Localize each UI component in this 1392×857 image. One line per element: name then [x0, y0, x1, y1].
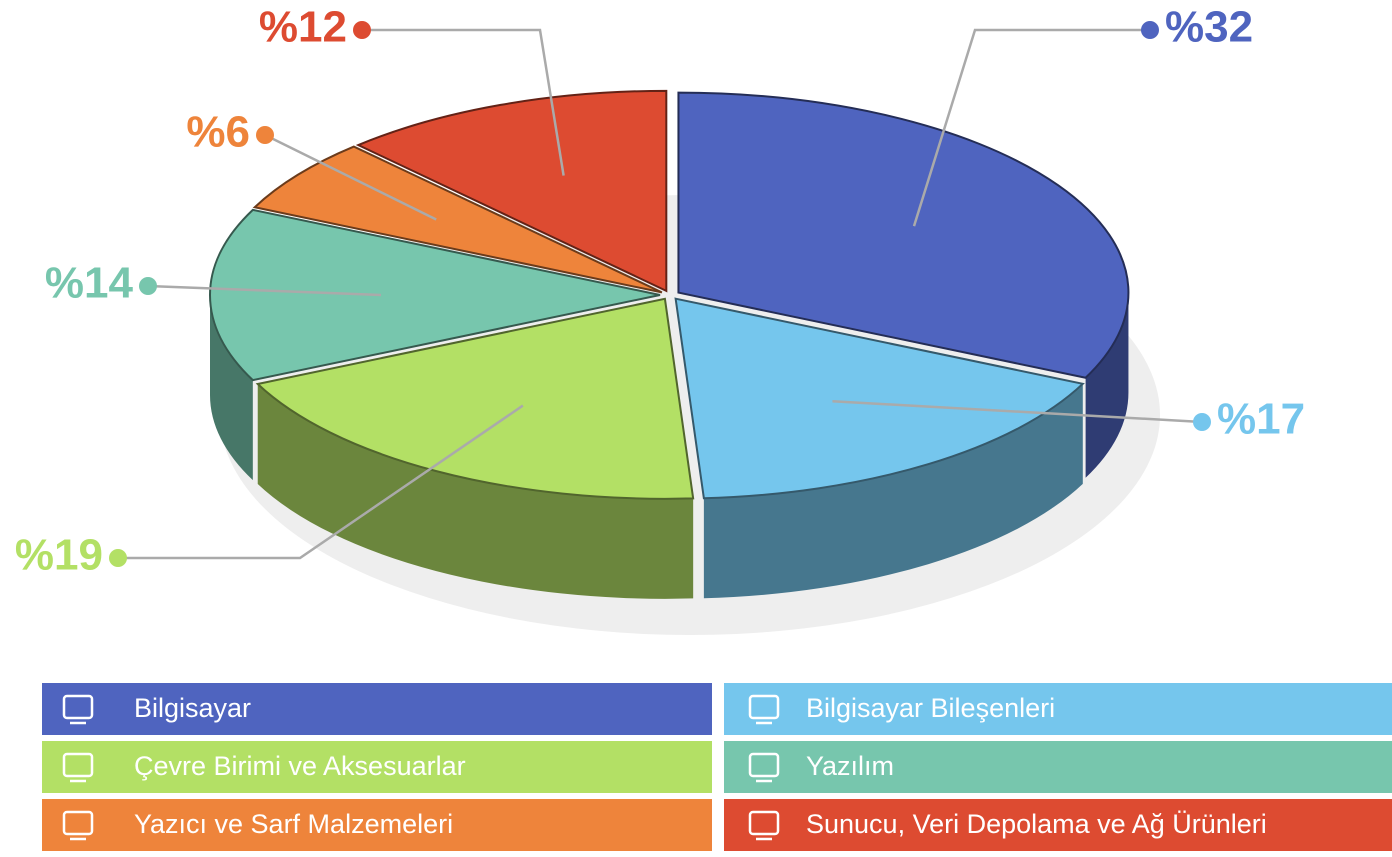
legend-icon: [62, 810, 94, 841]
legend-swatch: [724, 741, 1392, 793]
legend-icon: [62, 752, 94, 783]
legend-icon: [748, 810, 780, 841]
legend-swatch: [42, 741, 712, 793]
icon-shape: [62, 694, 94, 720]
slice: [252, 145, 663, 294]
leader-line: [264, 133, 437, 221]
icon-shape: [62, 752, 94, 778]
leader-dot: [256, 126, 274, 144]
leader-line: [147, 284, 382, 297]
slice-side: [257, 383, 694, 599]
leader-line: [832, 399, 1203, 424]
leader-line: [912, 28, 1150, 227]
legend-icon: [62, 694, 94, 725]
value-label: %12: [259, 3, 347, 52]
slice-side: [210, 295, 253, 481]
slice-side: [1085, 292, 1129, 478]
legend-swatch: [724, 799, 1392, 851]
value-label: %14: [45, 259, 134, 308]
legend-label: Bilgisayar Bileşenleri: [806, 693, 1055, 723]
legend-swatch: [42, 683, 712, 735]
slice: [255, 297, 695, 500]
icon-shape: [62, 810, 94, 836]
legend-label: Yazıcı ve Sarf Malzemeleri: [134, 809, 453, 839]
legend-label: Bilgisayar: [134, 693, 251, 723]
slice: [355, 89, 668, 293]
leader-line: [118, 404, 524, 560]
legend-icon: [748, 752, 780, 783]
value-label: %17: [1217, 395, 1305, 444]
icon-shape: [748, 810, 780, 836]
value-label: %6: [186, 108, 250, 157]
legend-label: Sunucu, Veri Depolama ve Ağ Ürünleri: [806, 809, 1267, 839]
legend-label: Çevre Birimi ve Aksesuarlar: [134, 751, 466, 781]
leader-dot: [139, 277, 157, 295]
slice: [209, 208, 661, 382]
leader-dot: [353, 21, 371, 39]
leader-dot: [1193, 413, 1211, 431]
legend-icon: [748, 694, 780, 725]
slice: [677, 91, 1130, 379]
icon-shape: [748, 694, 780, 720]
leader-dot: [1141, 21, 1159, 39]
legend-swatch: [42, 799, 712, 851]
leader-line: [362, 28, 565, 176]
icon-shape: [748, 752, 780, 778]
slice: [674, 297, 1085, 500]
value-label: %19: [15, 531, 103, 580]
legend-label: Yazılım: [806, 751, 894, 781]
slice-side: [703, 383, 1083, 599]
leader-dot: [109, 549, 127, 567]
value-label: %32: [1165, 3, 1253, 52]
legend-swatch: [724, 683, 1392, 735]
